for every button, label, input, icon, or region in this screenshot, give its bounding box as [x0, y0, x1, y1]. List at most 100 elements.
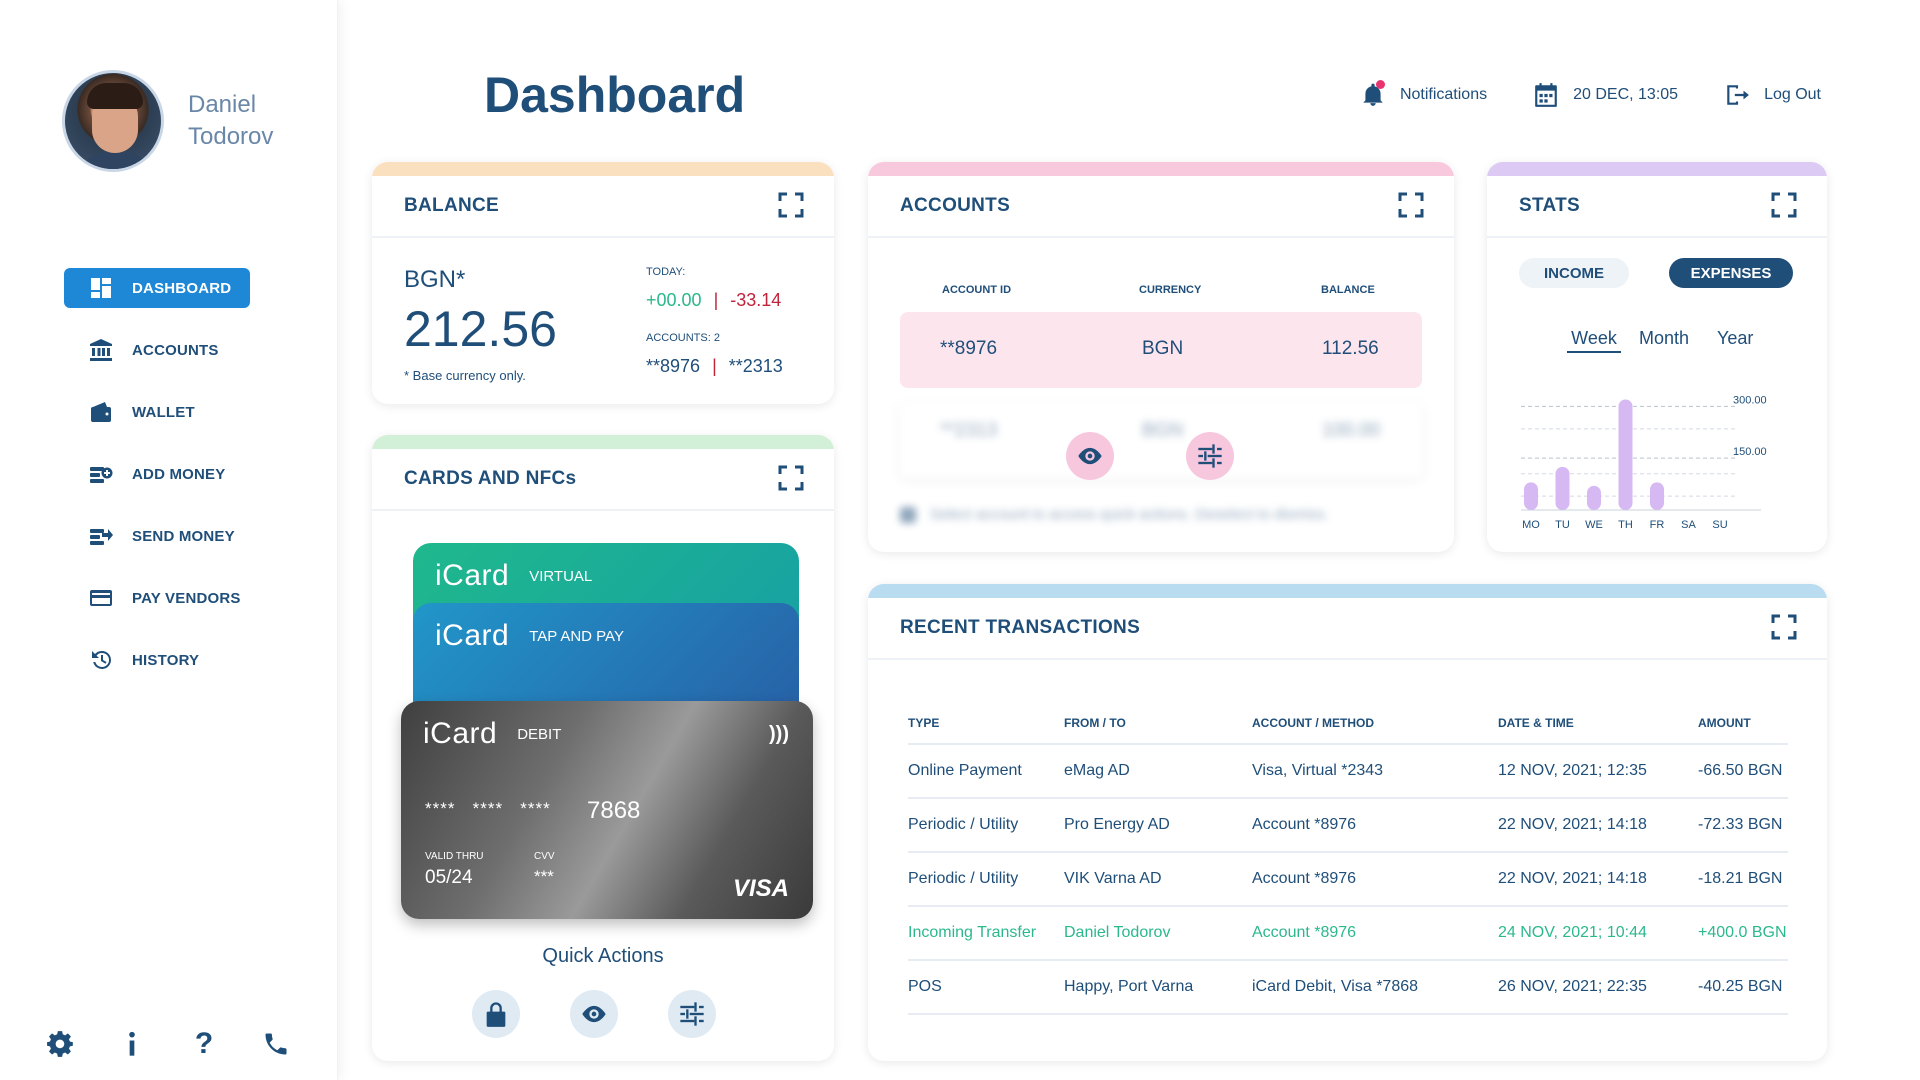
notification-badge	[1375, 80, 1385, 89]
today-label: TODAY:	[646, 266, 686, 278]
quick-actions-title: Quick Actions	[542, 945, 664, 967]
expand-icon[interactable]	[778, 465, 804, 491]
lock-icon	[486, 1002, 506, 1027]
account-row[interactable]: **2313 BGN 100.00	[900, 402, 1422, 478]
sidebar-footer: ?	[46, 1027, 334, 1060]
hint-icon	[900, 506, 916, 523]
wallet-icon	[88, 399, 114, 425]
accounts-panel: ACCOUNTS ACCOUNT ID CURRENCY BALANCE **8…	[868, 162, 1454, 552]
datetime-display: 20 DEC, 13:05	[1533, 82, 1678, 108]
nav-item-pay-vendors[interactable]: PAY VENDORS	[64, 578, 294, 618]
transactions-accent	[868, 584, 1827, 598]
settings-button[interactable]	[668, 990, 716, 1038]
nav-item-send-money[interactable]: SEND MONEY	[64, 516, 294, 556]
x-tick-label: TU	[1555, 519, 1570, 531]
accounts-title: ACCOUNTS	[868, 176, 1454, 238]
stats-title: STATS	[1487, 176, 1827, 238]
card-last4: 7868	[587, 797, 641, 824]
income-toggle[interactable]: INCOME	[1519, 258, 1629, 288]
nav-label: PAY VENDORS	[132, 589, 241, 607]
account-currency: BGN	[1142, 338, 1184, 359]
nav-item-wallet[interactable]: WALLET	[64, 392, 294, 432]
nfc-icon: )))	[769, 723, 789, 745]
nav-item-history[interactable]: HISTORY	[64, 640, 294, 680]
bar-tu[interactable]	[1555, 466, 1570, 510]
stats-panel: STATS INCOME EXPENSES Week Month Year 30…	[1487, 162, 1827, 552]
expenses-toggle[interactable]: EXPENSES	[1669, 258, 1793, 288]
tx-party: eMag AD	[1064, 744, 1252, 799]
col-balance: BALANCE	[1321, 284, 1375, 296]
tx-date: 22 NOV, 2021; 14:18	[1498, 852, 1698, 907]
tx-method: Visa, Virtual *2343	[1252, 744, 1498, 799]
expand-icon[interactable]	[778, 192, 804, 218]
x-tick-label: MO	[1522, 519, 1540, 531]
table-row[interactable]: Incoming Transfer Daniel Todorov Account *…	[908, 906, 1788, 961]
nav-item-add-money[interactable]: ADD MONEY	[64, 454, 294, 494]
account-settings-button[interactable]	[1186, 432, 1234, 480]
accounts-list: **8976 | **2313	[646, 356, 783, 376]
eye-icon	[582, 1005, 606, 1023]
expand-icon[interactable]	[1398, 192, 1424, 218]
lock-button[interactable]	[472, 990, 520, 1038]
tx-date: 24 NOV, 2021; 10:44	[1498, 906, 1698, 961]
history-icon	[88, 647, 114, 673]
phone-icon[interactable]	[262, 1030, 290, 1058]
nav-label: SEND MONEY	[132, 527, 235, 545]
valid-thru-value: 05/24	[425, 867, 473, 888]
transactions-panel: RECENT TRANSACTIONS TYPE FROM / TO ACCOU…	[868, 584, 1827, 1061]
sidebar: Daniel Todorov DASHBOARD ACCOUNTS WALLET…	[0, 0, 338, 1080]
nav-item-accounts[interactable]: ACCOUNTS	[64, 330, 294, 370]
period-week[interactable]: Week	[1567, 328, 1621, 353]
avatar[interactable]	[62, 70, 164, 172]
help-icon[interactable]: ?	[194, 1027, 214, 1060]
col-amount: AMOUNT	[1698, 708, 1788, 745]
x-tick-label: WE	[1585, 519, 1603, 531]
tx-party: VIK Varna AD	[1064, 852, 1252, 907]
today-income: +00.00	[646, 290, 702, 310]
bank-icon	[88, 337, 114, 363]
cvv-label: CVV	[534, 851, 555, 862]
cards-title: CARDS AND NFCs	[372, 449, 834, 511]
card-brand: iCard	[435, 619, 510, 652]
tx-type: Periodic / Utility	[908, 852, 1064, 907]
bar-we[interactable]	[1587, 485, 1601, 510]
info-icon[interactable]	[118, 1030, 146, 1058]
tx-date: 22 NOV, 2021; 14:18	[1498, 798, 1698, 853]
table-row[interactable]: Periodic / Utility Pro Energy AD Account *…	[908, 798, 1788, 853]
cards-accent	[372, 435, 834, 449]
datetime-label: 20 DEC, 13:05	[1573, 86, 1679, 103]
expand-icon[interactable]	[1771, 192, 1797, 218]
period-month[interactable]: Month	[1639, 328, 1690, 348]
settings-icon[interactable]	[46, 1030, 74, 1058]
tx-party: Daniel Todorov	[1064, 906, 1252, 961]
period-year[interactable]: Year	[1717, 328, 1754, 348]
visa-logo: VISA	[732, 875, 789, 902]
bar-fr[interactable]	[1650, 482, 1664, 510]
nav-label: WALLET	[132, 403, 195, 421]
card-kind: DEBIT	[517, 726, 562, 743]
bar-mo[interactable]	[1524, 482, 1538, 510]
bar-th[interactable]	[1618, 399, 1633, 510]
balance-accent	[372, 162, 834, 176]
table-row[interactable]: Online Payment eMag AD Visa, Virtual *2343…	[908, 744, 1788, 799]
balance-note: * Base currency only.	[404, 368, 526, 383]
col-type: TYPE	[908, 708, 1064, 745]
logout-button[interactable]: Log Out	[1724, 82, 1821, 108]
view-button[interactable]	[570, 990, 618, 1038]
table-row[interactable]: POS Happy, Port Varna iCard Debit, Visa *7…	[908, 960, 1788, 1015]
tx-type: Incoming Transfer	[908, 906, 1064, 961]
transactions-table: TYPE FROM / TO ACCOUNT / METHOD DATE & T…	[908, 708, 1788, 1015]
card-debit[interactable]: iCard DEBIT ))) **** **** **** 7868 VALID…	[401, 701, 813, 919]
tx-amount: +400.0 BGN	[1698, 906, 1788, 961]
tx-type: Online Payment	[908, 744, 1064, 799]
user-name: Daniel Todorov	[188, 89, 273, 153]
user-profile[interactable]: Daniel Todorov	[62, 70, 273, 172]
hint-text: Select account to access quick actions. …	[930, 506, 1329, 523]
nav-item-dashboard[interactable]: DASHBOARD	[64, 268, 250, 308]
expand-icon[interactable]	[1771, 614, 1797, 640]
notifications-button[interactable]: Notifications	[1360, 80, 1487, 108]
view-account-button[interactable]	[1066, 432, 1114, 480]
table-row[interactable]: Periodic / Utility VIK Varna AD Account *8…	[908, 852, 1788, 907]
accounts-hint: Select account to access quick actions. …	[900, 506, 1329, 523]
account-row[interactable]: **8976 BGN 112.56	[900, 312, 1422, 388]
